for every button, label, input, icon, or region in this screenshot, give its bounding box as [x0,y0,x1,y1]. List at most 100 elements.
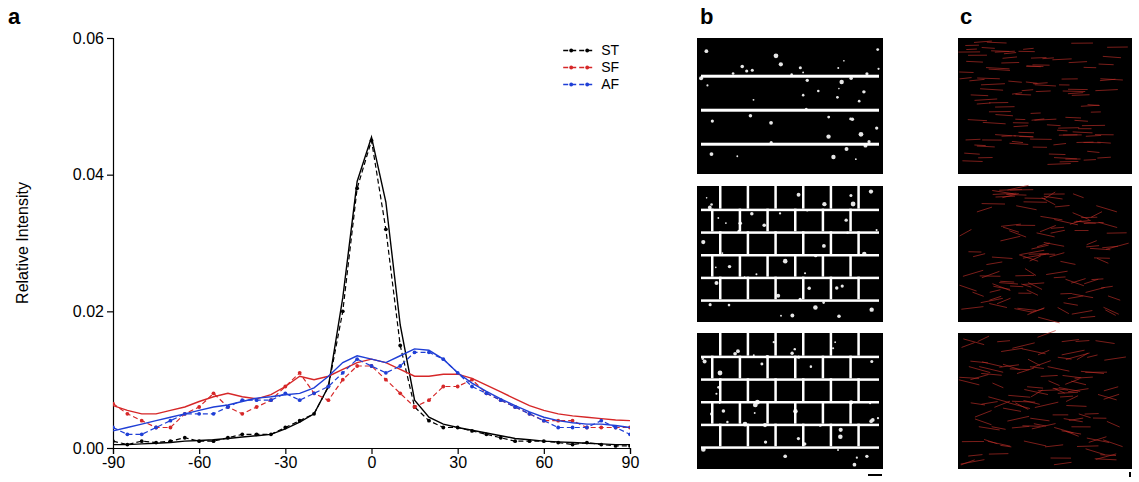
series-marker [556,426,560,430]
image-fiber [1027,387,1043,388]
image-fiber [1048,367,1070,372]
image-fiber [1019,255,1038,261]
image-fiber [1012,401,1035,403]
image-fiber [960,229,972,236]
image-fiber [969,367,990,373]
image-speck [845,147,849,151]
image-speck [810,365,813,368]
image-fiber [1008,395,1030,397]
image-fiber [1107,47,1128,48]
image-speck [851,118,855,122]
image-fiber [961,460,985,464]
image-fiber [1062,78,1078,79]
image-fiber [1103,307,1118,314]
y-axis: 0.000.020.040.06 [73,30,114,457]
x-tick-mark [371,448,372,454]
fit-line [113,137,630,445]
series-marker [513,439,517,443]
image-speck [827,116,830,119]
image-fiber [1081,105,1099,106]
y-tick-mark [107,175,113,176]
image-fiber [1019,51,1035,52]
image-fiber [1071,381,1086,385]
fit-line [113,359,630,421]
image-fiber [1086,449,1105,455]
image-fiber [962,343,975,348]
image-fiber [1073,213,1090,220]
image-channel [857,424,860,447]
legend-entry: AF [563,76,619,92]
fit-line [113,349,630,431]
image-fiber [1026,82,1038,83]
image-channel [739,356,742,379]
image-fiber [1088,104,1100,106]
image-channel [774,186,777,209]
image-fiber [1096,454,1116,459]
image-speck [807,286,810,289]
image-channel [802,378,805,401]
image-fiber [1023,283,1044,285]
image-fiber [982,362,1002,367]
image-channel [822,356,825,379]
image-fiber [1060,261,1075,264]
image-fiber [973,254,985,257]
image-speck [755,273,757,275]
image-channel [711,401,714,424]
image-fiber [1098,394,1117,399]
image-fiber [1060,161,1079,162]
image-fiber [1095,134,1114,135]
image-fiber [981,298,1003,302]
x-tick-label: 60 [535,454,553,471]
image-fiber [1049,253,1064,257]
image-fiber [980,275,1001,276]
image-channel [830,186,833,209]
image-fiber [1107,232,1127,233]
legend-label: ST [601,42,619,58]
image-fiber [981,373,1002,375]
image-speck [728,265,731,268]
image-speck [826,134,830,138]
series-marker [413,350,417,354]
image-fiber [970,375,988,380]
image-fiber [1097,258,1108,263]
image-fiber [966,61,983,63]
image-fiber [1032,64,1049,65]
series-line [113,366,630,428]
series-marker [571,426,575,430]
y-tick-mark [107,448,113,449]
image-fiber [982,139,1002,140]
image-fiber [1097,157,1111,159]
image-fiber [1066,431,1079,436]
image-fiber [1091,212,1102,218]
y-tick: 0.00 [73,440,113,457]
image-fiber [1000,281,1014,283]
image-fiber [960,78,972,79]
image-channel [857,277,860,300]
image-fiber [992,427,1006,430]
image-fiber [1042,198,1056,205]
image-speck [733,352,737,356]
image-fiber [1013,122,1029,123]
image-speck [822,244,826,248]
image-fiber [989,296,1001,300]
series-marker [212,412,216,416]
image-fiber [1074,220,1091,222]
image-fiber [1038,317,1060,323]
image-fiber [1015,119,1025,120]
image-fiber [993,286,1010,289]
legend-swatch [563,84,595,85]
y-tick-label: 0.02 [73,303,104,320]
x-tick-label: 0 [368,454,377,471]
image-speck [875,126,878,129]
image-fiber [1068,89,1088,90]
panel-b: b [697,4,883,476]
series-marker [183,436,187,440]
image-speck [745,69,748,72]
image-fiber [1086,135,1101,137]
image-fiber [1000,236,1020,241]
series-marker [542,419,546,423]
image-speck [769,121,773,125]
image-channel [774,333,777,356]
image-channel [802,424,805,447]
image-fiber [1012,343,1034,348]
